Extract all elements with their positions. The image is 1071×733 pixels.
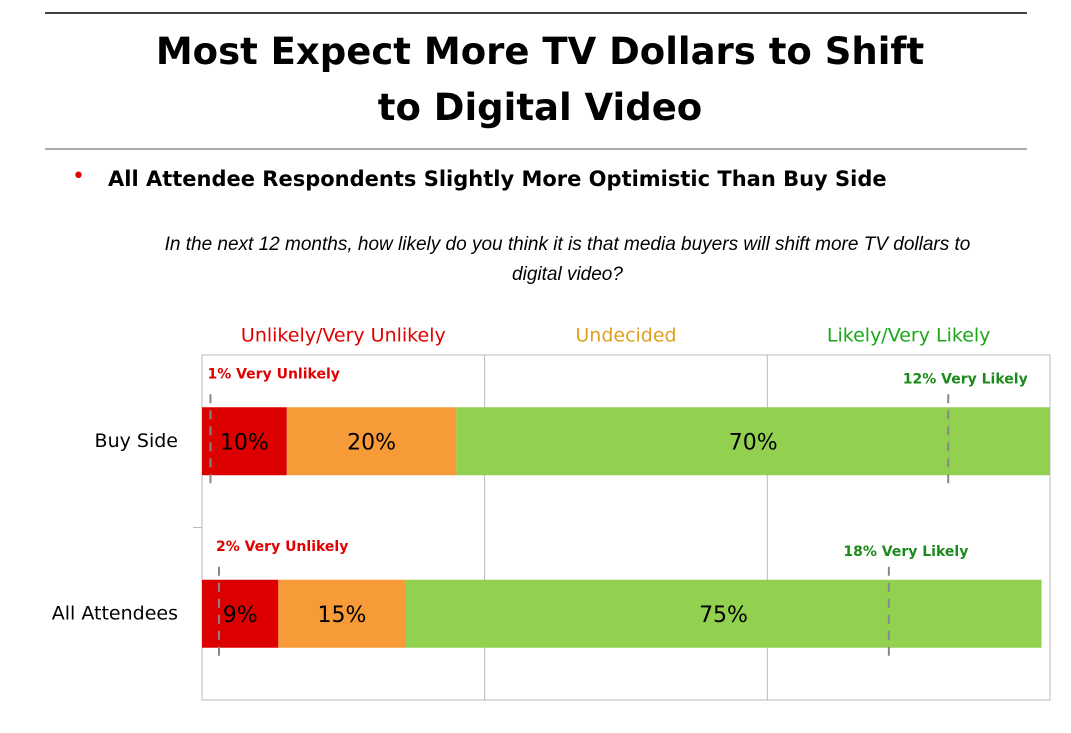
chart-title: Most Expect More TV Dollars to Shift to … [155, 30, 925, 129]
bar-segment [202, 579, 279, 648]
question: In the next 12 months, how likely do you… [164, 234, 971, 285]
legend-label: Likely/Very Likely [827, 325, 991, 347]
sub-label: 1% Very Unlikely [207, 366, 339, 382]
sub-label: 18% Very Likely [843, 544, 968, 560]
bar-segment [286, 407, 457, 476]
value-label: 15% [317, 603, 366, 628]
sub-label: 2% Very Unlikely [216, 539, 348, 555]
category-label: All Attendees [52, 602, 178, 624]
category-label: Buy Side [95, 430, 178, 452]
subtitle: All Attendee Respondents Slightly More O… [108, 167, 887, 191]
bar-segment [405, 579, 1042, 648]
sub-label: 12% Very Likely [903, 371, 1028, 387]
legend-label: Unlikely/Very Unlikely [241, 325, 446, 347]
bar-segment [278, 579, 406, 648]
plot-frame [201, 354, 1051, 701]
value-label: 70% [729, 430, 778, 455]
bullet: • [72, 164, 85, 189]
value-label: 9% [223, 603, 258, 628]
legend-label: Undecided [575, 325, 676, 347]
bar-segment [202, 407, 287, 476]
bar-segment [456, 407, 1050, 476]
value-label: 10% [220, 430, 269, 455]
value-label: 75% [699, 603, 748, 628]
value-label: 20% [347, 430, 396, 455]
